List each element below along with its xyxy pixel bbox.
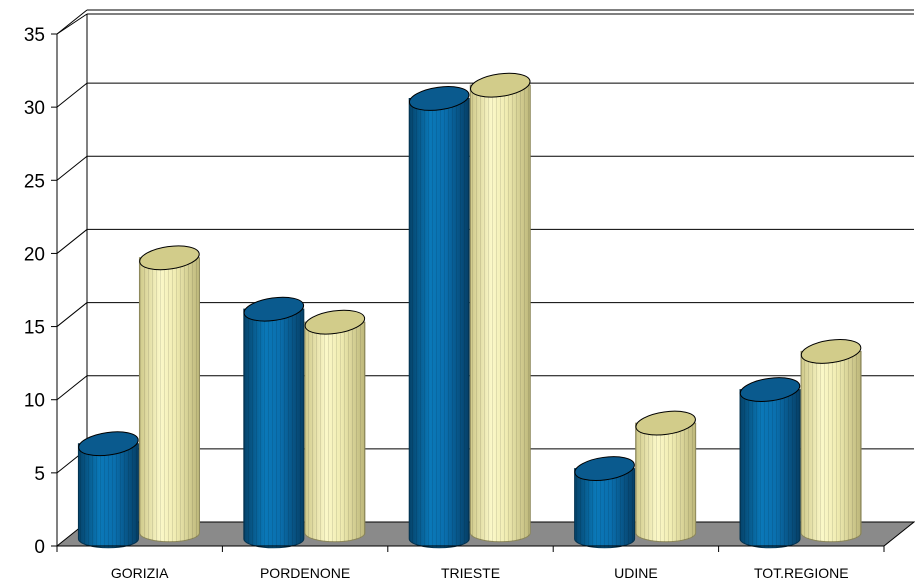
y-tick-label: 25 bbox=[24, 171, 45, 192]
bar-texture bbox=[139, 257, 200, 542]
bar-texture bbox=[740, 389, 801, 548]
x-tick-label: TRIESTE bbox=[441, 565, 500, 581]
gridline-side bbox=[56, 302, 88, 327]
bar-texture bbox=[574, 468, 635, 548]
gridline-side bbox=[56, 155, 88, 181]
bar-top bbox=[574, 456, 635, 481]
gridline-side bbox=[56, 375, 88, 401]
gridline-side bbox=[56, 82, 88, 108]
bar-top bbox=[470, 72, 531, 98]
y-tick-label: 0 bbox=[34, 537, 45, 558]
bar-texture bbox=[801, 351, 862, 542]
bar-texture bbox=[470, 85, 531, 542]
y-tick-label: 10 bbox=[24, 391, 45, 412]
bar-pordenone-s1 bbox=[243, 296, 305, 549]
bar-gorizia-s1 bbox=[77, 431, 139, 549]
bar-top bbox=[243, 296, 305, 322]
y-axis-top-edge bbox=[56, 13, 88, 35]
chart-background bbox=[86, 13, 914, 522]
x-tick-label: UDINE bbox=[614, 565, 658, 581]
x-tick-label: TOT.REGIONE bbox=[754, 565, 849, 581]
axes bbox=[51, 13, 885, 552]
bar-udine-s1 bbox=[574, 456, 636, 549]
bar-top bbox=[800, 339, 862, 364]
y-tick-label: 35 bbox=[24, 25, 45, 46]
bars bbox=[77, 72, 862, 549]
bar-top bbox=[739, 377, 801, 402]
bar-top bbox=[139, 245, 200, 271]
bar-texture bbox=[635, 423, 696, 542]
bar-texture bbox=[304, 322, 365, 542]
y-tick-label: 30 bbox=[24, 98, 45, 119]
bar-top bbox=[635, 410, 696, 436]
bar-texture bbox=[243, 309, 304, 548]
bar-top bbox=[78, 431, 139, 457]
axis-labels: 0 5 10 15 20 25 30 35 GORIZIA PORDENONE TRIESTE UDI… bbox=[24, 25, 849, 581]
bar-trieste-s1 bbox=[408, 86, 470, 549]
y-tick-label: 5 bbox=[34, 464, 45, 485]
gridline-side bbox=[56, 9, 88, 35]
bar-udine-s2 bbox=[635, 410, 697, 543]
bar-tot-regione-s1 bbox=[739, 377, 801, 549]
bar-gorizia-s2 bbox=[138, 245, 200, 543]
bar-texture bbox=[78, 443, 139, 548]
x-tick-label: PORDENONE bbox=[260, 565, 350, 581]
bar-tot-regione-s2 bbox=[800, 339, 862, 543]
y-tick-label: 20 bbox=[24, 244, 45, 265]
x-tick-label: GORIZIA bbox=[111, 565, 169, 581]
gridline-side bbox=[56, 229, 88, 254]
bar-top bbox=[304, 309, 366, 335]
bar-trieste-s2 bbox=[469, 72, 531, 543]
bar-pordenone-s2 bbox=[304, 309, 366, 543]
y-tick-label: 15 bbox=[24, 318, 45, 339]
bar-top bbox=[408, 86, 470, 111]
bar-texture bbox=[409, 98, 470, 548]
